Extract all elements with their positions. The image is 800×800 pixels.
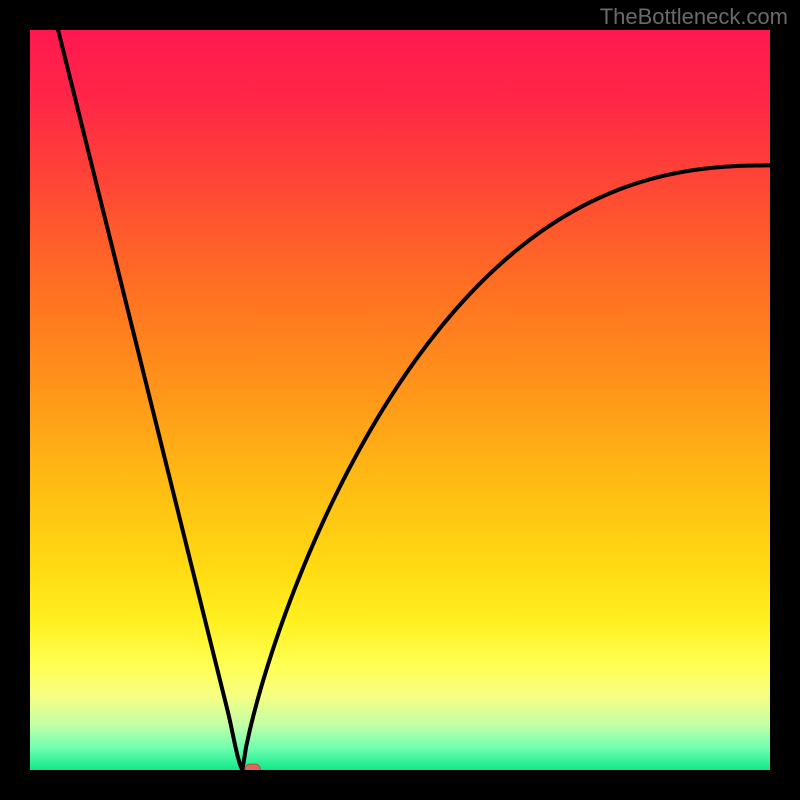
chart-root: TheBottleneck.com bbox=[0, 0, 800, 800]
plot-background bbox=[30, 30, 770, 770]
watermark-text: TheBottleneck.com bbox=[600, 4, 788, 30]
bottleneck-chart bbox=[0, 0, 800, 800]
